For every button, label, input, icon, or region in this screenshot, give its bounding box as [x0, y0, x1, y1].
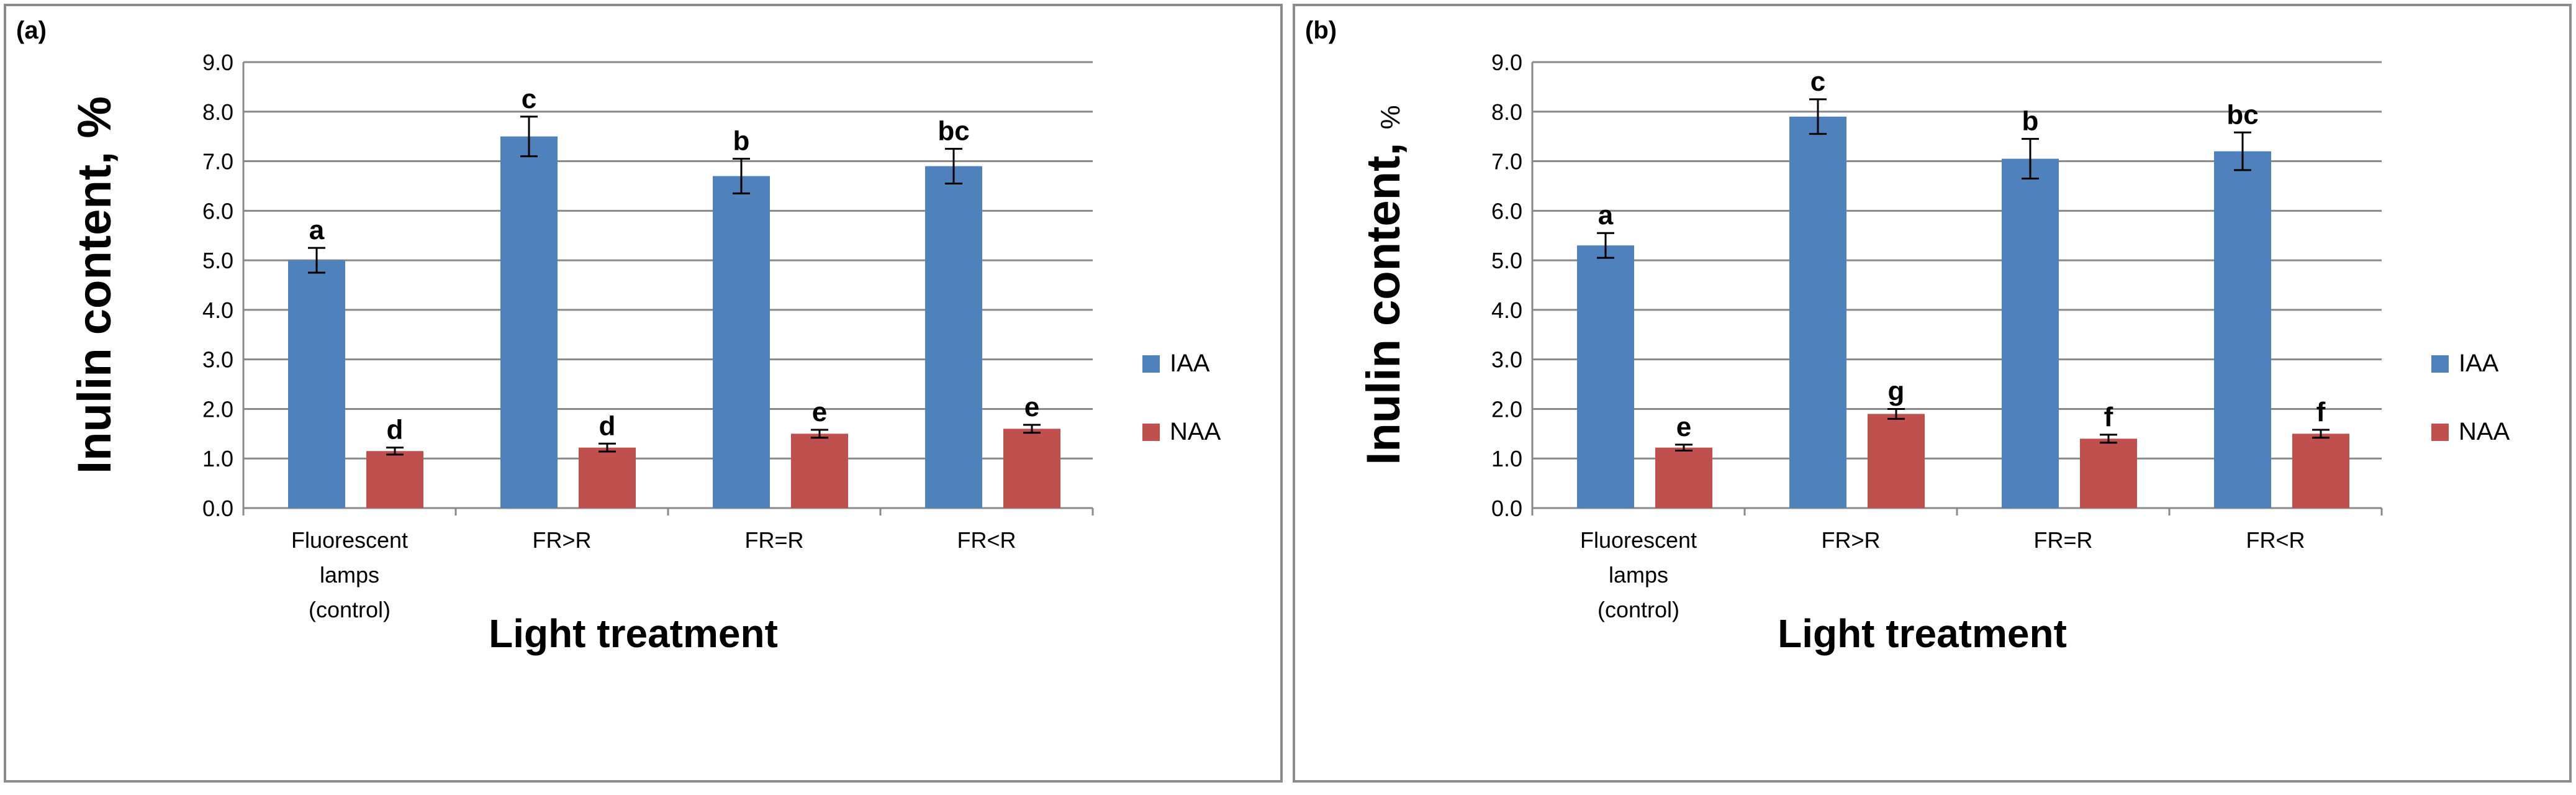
- y-tick-label: 7.0: [202, 149, 233, 175]
- legend-label-naa: NAA: [1170, 418, 1221, 445]
- y-tick-label: 5.0: [1491, 248, 1522, 273]
- bar-iaa: [925, 166, 982, 508]
- significance-letter: a: [1598, 200, 1614, 230]
- x-category-label: lamps: [1609, 562, 1668, 588]
- bar-iaa: [500, 136, 558, 508]
- x-category-label: FR=R: [2033, 527, 2092, 553]
- panel-label: (a): [16, 17, 47, 44]
- panel-label: (b): [1305, 17, 1337, 44]
- legend-swatch-naa: [1142, 424, 1160, 441]
- bar-naa: [2292, 434, 2349, 508]
- legend-label-iaa: IAA: [1170, 350, 1210, 377]
- y-tick-label: 1.0: [1491, 446, 1522, 471]
- y-tick-label: 3.0: [202, 347, 233, 373]
- y-tick-label: 8.0: [1491, 99, 1522, 125]
- y-axis-title-unit: %: [1375, 105, 1406, 129]
- significance-letter: d: [387, 415, 404, 445]
- significance-letter: bc: [2226, 99, 2258, 130]
- bar-iaa: [2002, 158, 2059, 509]
- chart-b-svg: (b) 0.0 1.0 2.0 3.0 4.0 5.0 6.0 7.0 8.0 9.0 a c b bc e g…: [1305, 17, 2510, 656]
- y-axis-title-main: Inulin content,: [1357, 129, 1410, 465]
- chart-panel-a: (a) 0.0 1.0 2.0 3.0 4.0 5.0 6.0 7.0 8.0 9.0 a c b bc d d…: [4, 4, 1283, 783]
- bar-iaa: [2214, 151, 2271, 509]
- significance-letter: e: [1676, 412, 1691, 442]
- x-category-label: FR=R: [744, 527, 803, 553]
- chart-panel-b: (b) 0.0 1.0 2.0 3.0 4.0 5.0 6.0 7.0 8.0 9.0 a c b bc e g…: [1293, 4, 2572, 783]
- x-axis-title: Light treatment: [1778, 611, 2067, 656]
- legend-label-iaa: IAA: [2459, 350, 2499, 377]
- significance-letter: f: [2316, 397, 2326, 427]
- significance-letter: a: [309, 215, 325, 245]
- y-tick-label: 4.0: [202, 298, 233, 323]
- x-category-label: FR>R: [1821, 527, 1880, 553]
- legend-swatch-naa: [2431, 424, 2449, 441]
- y-tick-label: 0.0: [202, 496, 233, 521]
- bar-iaa: [1577, 245, 1634, 508]
- chart-a-svg: (a) 0.0 1.0 2.0 3.0 4.0 5.0 6.0 7.0 8.0 9.0 a c b bc d d…: [16, 17, 1221, 656]
- x-category-label: FR<R: [957, 527, 1016, 553]
- x-category-label: Fluorescent: [1580, 527, 1697, 553]
- bar-naa: [1003, 429, 1060, 508]
- x-axis-title: Light treatment: [489, 611, 778, 656]
- significance-letter: e: [1024, 392, 1039, 422]
- legend-swatch-iaa: [2431, 355, 2449, 373]
- bar-iaa: [713, 176, 770, 508]
- bar-naa: [791, 434, 848, 508]
- y-axis-title-group: Inulin content, %: [68, 96, 121, 474]
- x-category-label: lamps: [320, 562, 379, 588]
- x-category-label: (control): [309, 597, 391, 622]
- significance-letter: b: [2022, 106, 2039, 137]
- legend-label-naa: NAA: [2459, 418, 2510, 445]
- bar-naa: [2080, 438, 2137, 508]
- significance-letter: g: [1888, 376, 1905, 406]
- significance-letter: c: [522, 84, 536, 114]
- significance-letter: f: [2104, 402, 2113, 432]
- y-tick-label: 2.0: [1491, 396, 1522, 422]
- y-tick-label: 4.0: [1491, 298, 1522, 323]
- significance-letter: bc: [938, 116, 969, 147]
- bar-iaa: [1789, 116, 1846, 508]
- x-category-label: (control): [1598, 597, 1679, 622]
- y-tick-label: 0.0: [1491, 496, 1522, 521]
- y-tick-label: 5.0: [202, 248, 233, 273]
- x-category-label: FR>R: [532, 527, 591, 553]
- bar-naa: [579, 447, 636, 508]
- significance-letter: b: [733, 126, 750, 157]
- bar-iaa: [288, 260, 345, 508]
- significance-letter: d: [599, 411, 616, 441]
- x-category-label: FR<R: [2246, 527, 2305, 553]
- y-tick-label: 6.0: [1491, 198, 1522, 224]
- y-tick-label: 9.0: [1491, 50, 1522, 75]
- legend-swatch-iaa: [1142, 355, 1160, 373]
- significance-letter: e: [812, 397, 827, 427]
- bar-naa: [1868, 414, 1925, 508]
- significance-letter: c: [1810, 66, 1825, 97]
- y-tick-label: 6.0: [202, 198, 233, 224]
- x-category-label: Fluorescent: [291, 527, 408, 553]
- y-axis-title-group: Inulin content, %: [1357, 105, 1410, 465]
- y-axis-title: Inulin content, %: [68, 96, 121, 474]
- y-tick-label: 7.0: [1491, 149, 1522, 175]
- y-tick-label: 2.0: [202, 396, 233, 422]
- bar-naa: [366, 451, 423, 508]
- y-tick-label: 8.0: [202, 99, 233, 125]
- bar-naa: [1655, 447, 1712, 508]
- y-tick-label: 1.0: [202, 446, 233, 471]
- y-axis-title: Inulin content, %: [1357, 105, 1410, 465]
- y-tick-label: 9.0: [202, 50, 233, 75]
- y-tick-label: 3.0: [1491, 347, 1522, 373]
